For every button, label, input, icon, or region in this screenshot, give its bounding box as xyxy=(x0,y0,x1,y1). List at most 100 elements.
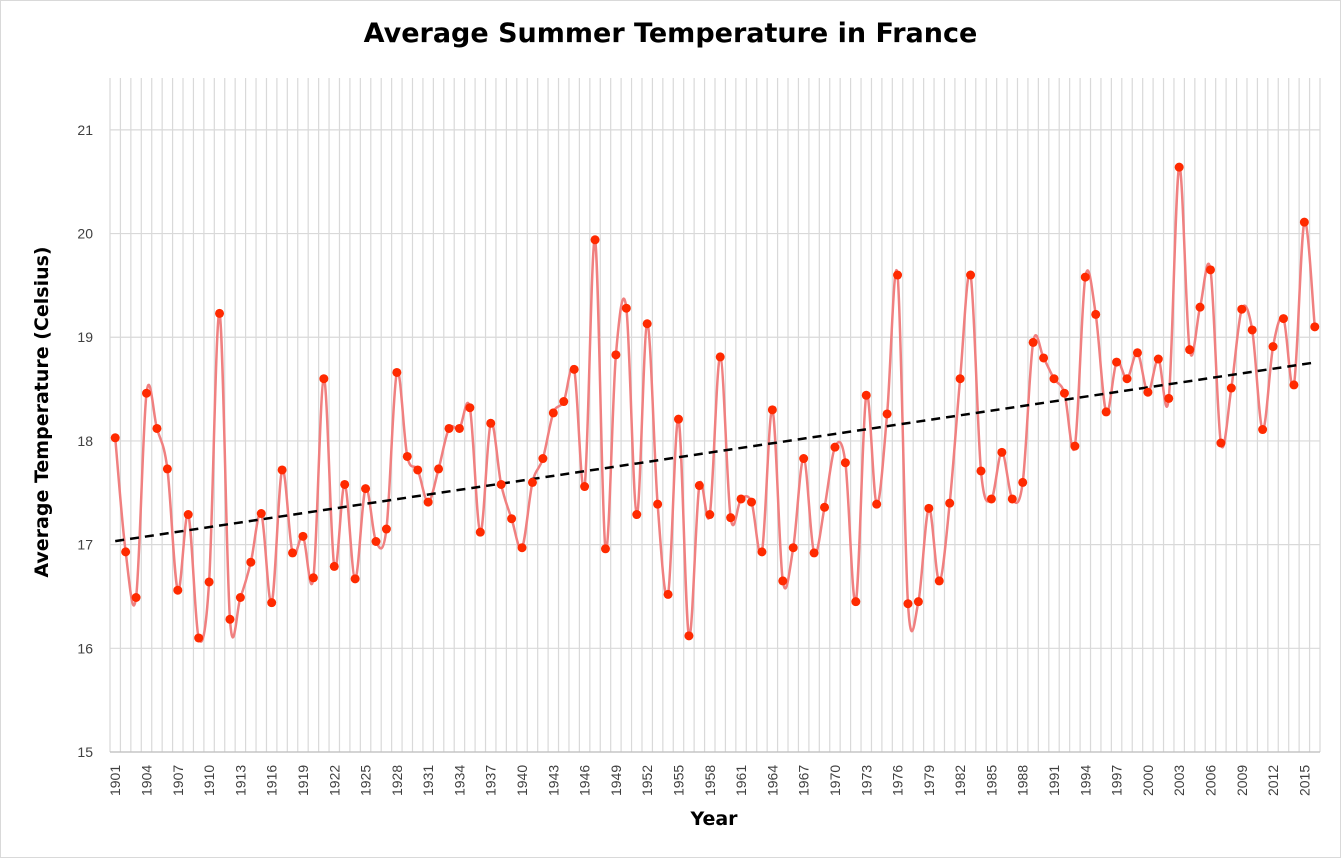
data-point xyxy=(1049,374,1059,384)
data-point xyxy=(684,631,694,641)
data-point xyxy=(308,573,318,583)
data-point xyxy=(851,597,861,607)
data-point xyxy=(517,543,527,553)
data-point xyxy=(413,465,423,475)
x-axis-label: Year xyxy=(690,808,738,830)
data-point xyxy=(1018,477,1028,487)
x-tick-label: 1907 xyxy=(170,765,186,796)
x-tick-label: 2012 xyxy=(1265,765,1281,796)
data-point xyxy=(1237,304,1247,314)
x-tick-label: 1964 xyxy=(764,765,780,796)
data-point xyxy=(611,350,621,360)
data-point xyxy=(1185,345,1195,355)
x-tick-label: 1901 xyxy=(107,765,123,796)
x-tick-label: 1943 xyxy=(545,765,561,796)
data-point xyxy=(235,592,245,602)
x-tick-label: 1934 xyxy=(451,765,467,796)
data-point xyxy=(924,503,934,513)
data-point xyxy=(246,557,256,567)
data-point xyxy=(194,633,204,643)
y-tick-label: 19 xyxy=(77,329,93,345)
data-point xyxy=(694,481,704,491)
data-point xyxy=(1101,407,1111,417)
x-tick-label: 1970 xyxy=(827,765,843,796)
data-point xyxy=(830,442,840,452)
data-point xyxy=(444,423,454,433)
data-point xyxy=(653,499,663,509)
data-point xyxy=(1299,217,1309,227)
x-tick-label: 1949 xyxy=(608,765,624,796)
data-point xyxy=(215,308,225,318)
data-point xyxy=(559,397,569,407)
data-point xyxy=(673,414,683,424)
data-point xyxy=(642,319,652,329)
data-point xyxy=(1174,162,1184,172)
data-point xyxy=(329,561,339,571)
y-tick-label: 16 xyxy=(77,640,93,656)
x-tick-label: 2006 xyxy=(1202,765,1218,796)
data-point xyxy=(423,497,433,507)
data-point xyxy=(882,409,892,419)
x-tick-label: 1904 xyxy=(139,765,155,796)
y-tick-label: 21 xyxy=(77,122,93,138)
data-point xyxy=(371,537,381,547)
data-point xyxy=(966,270,976,280)
x-tick-label: 1928 xyxy=(389,765,405,796)
data-point xyxy=(1091,309,1101,319)
x-tick-label: 1979 xyxy=(921,765,937,796)
x-tick-label: 1991 xyxy=(1046,765,1062,796)
data-point xyxy=(1278,314,1288,324)
x-tick-label: 1940 xyxy=(514,765,530,796)
data-point xyxy=(1028,337,1038,347)
data-point xyxy=(778,576,788,586)
data-point xyxy=(621,303,631,313)
data-point xyxy=(121,547,131,557)
data-point xyxy=(569,364,579,374)
x-tick-label: 1997 xyxy=(1109,765,1125,796)
data-point xyxy=(861,390,871,400)
data-point xyxy=(1205,265,1215,275)
data-point xyxy=(799,454,809,464)
data-point xyxy=(580,482,590,492)
data-point xyxy=(1007,494,1017,504)
data-point xyxy=(1112,357,1122,367)
data-point xyxy=(1039,353,1049,363)
data-point xyxy=(976,466,986,476)
data-point xyxy=(548,408,558,418)
data-point xyxy=(767,405,777,415)
data-point xyxy=(434,464,444,474)
x-tick-label: 1988 xyxy=(1015,765,1031,796)
data-point xyxy=(527,477,537,487)
data-point xyxy=(590,235,600,245)
data-point xyxy=(809,548,819,558)
data-point xyxy=(945,498,955,508)
data-point xyxy=(465,403,475,413)
data-point xyxy=(288,548,298,558)
data-point xyxy=(913,597,923,607)
data-point xyxy=(600,544,610,554)
data-point xyxy=(747,497,757,507)
x-tick-label: 1916 xyxy=(264,765,280,796)
data-point xyxy=(997,447,1007,457)
chart-title: Average Summer Temperature in France xyxy=(363,18,978,49)
data-point xyxy=(340,479,350,489)
data-point xyxy=(361,484,371,494)
data-point xyxy=(1080,272,1090,282)
x-tick-label: 1955 xyxy=(670,765,686,796)
data-point xyxy=(1153,354,1163,364)
data-point xyxy=(632,510,642,520)
data-point xyxy=(1289,380,1299,390)
data-point xyxy=(131,592,141,602)
data-point xyxy=(486,418,496,428)
data-point xyxy=(507,514,517,524)
data-point xyxy=(788,543,798,553)
y-tick-label: 15 xyxy=(77,744,93,760)
data-point xyxy=(267,598,277,608)
y-tick-label: 18 xyxy=(77,433,93,449)
data-point xyxy=(1226,383,1236,393)
x-tick-label: 1937 xyxy=(483,765,499,796)
data-point xyxy=(319,374,329,384)
data-point xyxy=(1258,425,1268,435)
x-tick-label: 1946 xyxy=(577,765,593,796)
